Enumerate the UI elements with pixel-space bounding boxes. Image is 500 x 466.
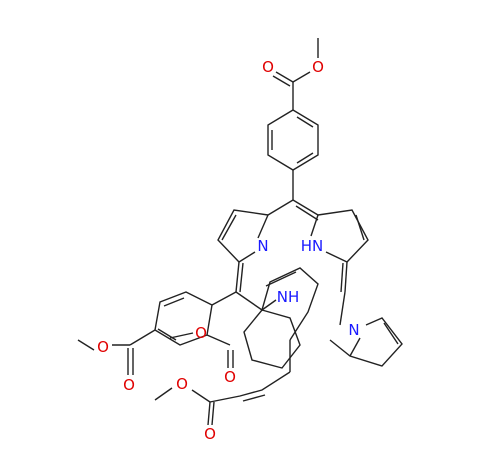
bonds [77,38,403,426]
atom-label: O [204,425,216,443]
atom-label: HN [301,237,324,255]
atom-label: O [176,375,188,393]
atom-labels: O O N HN NH N O O O O O O [97,58,360,443]
atom-label: N [257,237,268,255]
atom-label: N [348,321,359,339]
atom-label: NH [277,288,300,306]
atom-label: O [123,376,135,394]
atom-label: O [195,324,207,342]
atom-label: O [262,58,274,76]
atom-label: O [312,58,324,76]
atom-label: O [224,368,236,386]
atom-label: O [97,338,109,356]
